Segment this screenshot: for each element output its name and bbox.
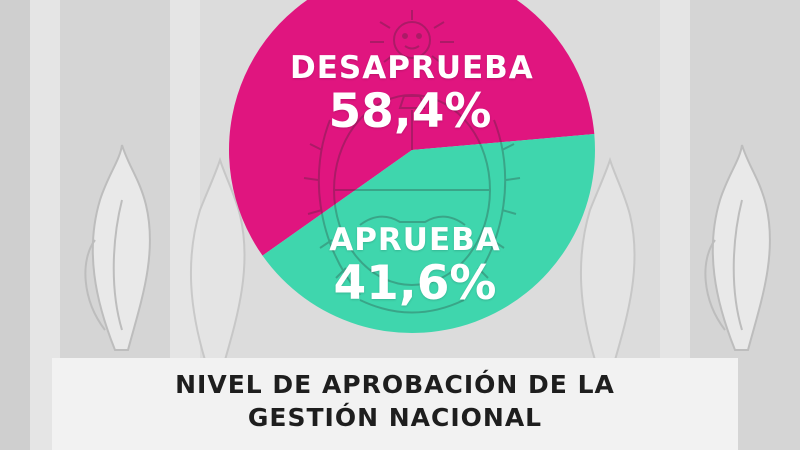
slice-label-aprueba: APRUEBA 41,6% (320, 222, 510, 310)
title-banner: NIVEL DE APROBACIÓN DE LA GESTIÓN NACION… (52, 358, 738, 450)
slice-label-desaprueba: DESAPRUEBA 58,4% (290, 50, 534, 139)
flower-bud-icon (84, 144, 151, 351)
chart-title-line-2: GESTIÓN NACIONAL (247, 403, 543, 432)
argentine-coat-of-arms-watermark (303, 10, 521, 314)
laurel-wreath-icon (303, 119, 521, 314)
flower-bud-icon (189, 156, 636, 361)
pie-slice-aprueba (262, 134, 595, 333)
chart-title-line-1: NIVEL DE APROBACIÓN DE LA (175, 370, 615, 399)
slice-name-aprueba: APRUEBA (329, 222, 501, 258)
slice-value-desaprueba: 58,4% (328, 84, 492, 139)
slice-value-aprueba: 41,6% (333, 256, 497, 311)
chart-title: NIVEL DE APROBACIÓN DE LA GESTIÓN NACION… (52, 368, 738, 434)
sun-of-may-icon (370, 10, 454, 63)
pie-slice-desaprueba (228, 0, 595, 256)
flower-bud-icon (704, 144, 771, 351)
slice-name-desaprueba: DESAPRUEBA (290, 50, 534, 86)
